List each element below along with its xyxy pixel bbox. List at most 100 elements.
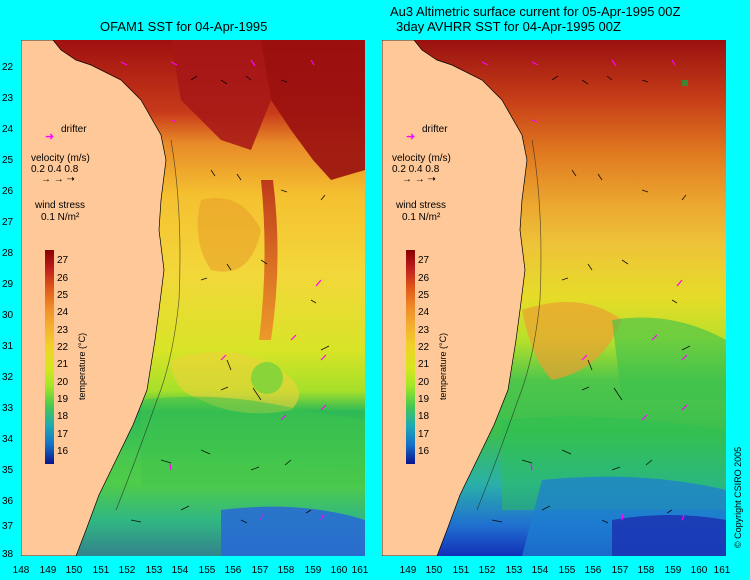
- drifter-legend-icon: ➜: [45, 131, 55, 143]
- left-longitude-tick: 159: [304, 565, 322, 576]
- latitude-tick: 22: [2, 62, 14, 73]
- colorbar-tick: 26: [57, 273, 69, 284]
- left-longitude-tick: 158: [277, 565, 295, 576]
- colorbar-title: temperature (°C): [438, 332, 448, 400]
- colorbar-tick: 19: [57, 394, 69, 405]
- wind-legend-value: 0.1 N/m²: [402, 212, 441, 223]
- right-sst-field: [382, 40, 726, 556]
- latitude-tick: 23: [2, 93, 14, 104]
- latitude-tick: 30: [2, 310, 14, 321]
- latitude-tick: 24: [2, 124, 14, 135]
- colorbar-tick: 24: [418, 307, 430, 318]
- wind-legend-label: wind stress: [35, 200, 86, 211]
- right-longitude-tick: 153: [505, 565, 523, 576]
- velocity-legend-label: velocity (m/s): [31, 153, 90, 164]
- left-longitude-tick: 157: [251, 565, 269, 576]
- latitude-tick: 36: [2, 496, 14, 507]
- latitude-tick: 35: [2, 465, 14, 476]
- colorbar-tick: 27: [418, 255, 430, 266]
- right-longitude-tick: 150: [425, 565, 443, 576]
- left-longitude-tick: 155: [198, 565, 216, 576]
- colorbar-tick: 23: [57, 325, 69, 336]
- latitude-tick: 25: [2, 155, 14, 166]
- right-longitude-tick: 151: [452, 565, 470, 576]
- right-map-panel: drifter ➜ velocity (m/s) 0.2 0.4 0.8 → →…: [382, 40, 726, 556]
- colorbar-tick: 24: [57, 307, 69, 318]
- velocity-legend-values: 0.2 0.4 0.8: [392, 164, 440, 175]
- colorbar-tick: 16: [57, 446, 69, 457]
- right-map-title-line1: Au3 Altimetric surface current for 05-Ap…: [390, 4, 681, 19]
- current-vectors-left: [130, 75, 330, 524]
- latitude-tick: 34: [2, 434, 14, 445]
- left-longitude-tick: 156: [224, 565, 242, 576]
- right-longitude-tick: 155: [558, 565, 576, 576]
- right-longitude-tick: 161: [713, 565, 731, 576]
- colorbar-tick: 25: [57, 290, 69, 301]
- left-longitude-tick: 150: [65, 565, 83, 576]
- wind-legend-value: 0.1 N/m²: [41, 212, 80, 223]
- right-longitude-tick: 154: [531, 565, 549, 576]
- colorbar-tick: 17: [418, 429, 430, 440]
- colorbar-tick: 19: [418, 394, 430, 405]
- colorbar-title: temperature (°C): [77, 332, 87, 400]
- australia-coast-right: [382, 40, 528, 556]
- colorbar-tick: 27: [57, 255, 69, 266]
- colorbar-tick: 17: [57, 429, 69, 440]
- left-longitude-tick: 148: [12, 565, 30, 576]
- latitude-tick: 29: [2, 279, 14, 290]
- australia-coast-left: [21, 40, 167, 556]
- right-longitude-tick: 157: [611, 565, 629, 576]
- velocity-legend-arrows: → → ➝: [402, 174, 436, 185]
- right-map-title-line2: 3day AVHRR SST for 04-Apr-1995 00Z: [396, 19, 621, 34]
- left-map-panel: drifter ➜ velocity (m/s) 0.2 0.4 0.8 → →…: [21, 40, 365, 556]
- latitude-tick: 26: [2, 186, 14, 197]
- left-longitude-tick: 152: [118, 565, 136, 576]
- current-vectors-right: [491, 75, 691, 524]
- latitude-tick: 27: [2, 217, 14, 228]
- right-longitude-tick: 149: [399, 565, 417, 576]
- drifter-legend-label: drifter: [61, 124, 87, 135]
- left-longitude-tick: 153: [145, 565, 163, 576]
- left-longitude-tick: 151: [92, 565, 110, 576]
- latitude-tick: 33: [2, 403, 14, 414]
- drifter-arrows-right: [481, 59, 688, 521]
- colorbar-tick: 23: [418, 325, 430, 336]
- left-longitude-tick: 149: [39, 565, 57, 576]
- colorbar-tick: 22: [57, 342, 69, 353]
- colorbar-tick: 22: [418, 342, 430, 353]
- right-longitude-tick: 158: [637, 565, 655, 576]
- latitude-tick: 37: [2, 521, 14, 532]
- left-sst-field: [21, 40, 365, 556]
- drifter-arrows-left: [120, 59, 327, 521]
- copyright-text: © Copyright CSIRO 2005: [733, 446, 743, 548]
- colorbar-tick: 16: [418, 446, 430, 457]
- left-longitude-tick: 160: [330, 565, 348, 576]
- latitude-tick: 31: [2, 341, 14, 352]
- velocity-legend-label: velocity (m/s): [392, 153, 451, 164]
- colorbar-tick: 18: [57, 411, 69, 422]
- temperature-colorbar: [45, 250, 54, 464]
- right-longitude-tick: 156: [584, 565, 602, 576]
- drifter-legend-label: drifter: [422, 124, 448, 135]
- latitude-tick: 38: [2, 549, 14, 560]
- wind-legend-label: wind stress: [396, 200, 447, 211]
- velocity-legend-values: 0.2 0.4 0.8: [31, 164, 79, 175]
- left-longitude-tick: 154: [171, 565, 189, 576]
- drifter-legend-icon: ➜: [406, 131, 416, 143]
- right-longitude-tick: 160: [690, 565, 708, 576]
- colorbar-tick: 20: [418, 377, 430, 388]
- colorbar-tick: 21: [57, 359, 69, 370]
- right-longitude-tick: 152: [478, 565, 496, 576]
- velocity-legend-arrows: → → ➝: [41, 174, 75, 185]
- right-longitude-tick: 159: [664, 565, 682, 576]
- left-map-title: OFAM1 SST for 04-Apr-1995: [100, 19, 268, 34]
- colorbar-tick: 20: [57, 377, 69, 388]
- latitude-tick: 28: [2, 248, 14, 259]
- colorbar-tick: 21: [418, 359, 430, 370]
- colorbar-tick: 25: [418, 290, 430, 301]
- temperature-colorbar: [406, 250, 415, 464]
- left-longitude-tick: 161: [351, 565, 369, 576]
- latitude-tick: 32: [2, 372, 14, 383]
- colorbar-tick: 26: [418, 273, 430, 284]
- colorbar-tick: 18: [418, 411, 430, 422]
